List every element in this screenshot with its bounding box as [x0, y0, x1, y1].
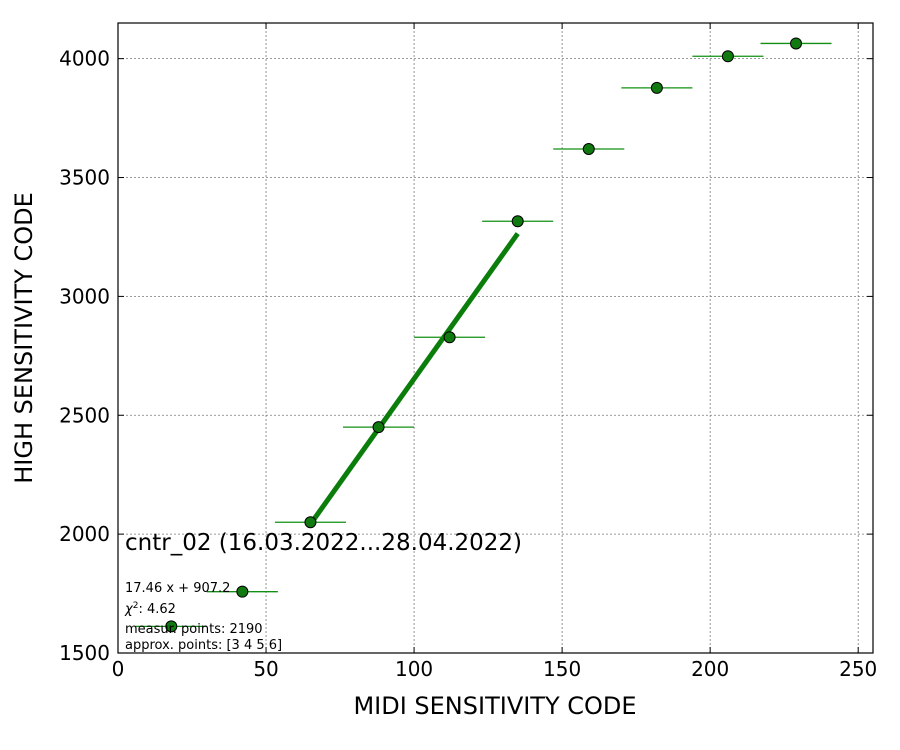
measure-points-text: measur. points: 2190 [125, 622, 263, 637]
chi2-symbol: χ [124, 602, 134, 617]
x-tick-label: 150 [543, 657, 581, 681]
x-tick-label: 250 [839, 657, 877, 681]
data-point [650, 81, 663, 94]
data-point [443, 331, 456, 344]
y-tick-label: 1500 [59, 641, 110, 665]
y-tick-labels: 1500 2000 2500 3000 3500 4000 [59, 47, 110, 665]
x-tick-label: 200 [691, 657, 729, 681]
plot-frame [117, 22, 874, 654]
chi2-value: : 4.62 [138, 602, 175, 617]
fit-line-group [308, 232, 520, 526]
x-tick-label: 50 [253, 657, 278, 681]
y-tick-label: 3000 [59, 284, 110, 308]
y-axis-title: HIGH SENSITIVITY CODE [10, 192, 38, 484]
data-points [165, 37, 803, 633]
chi2-text: χ2: 4.62 [124, 601, 176, 617]
data-point [721, 50, 734, 63]
x-tick-label: 0 [112, 657, 125, 681]
axis-ticks [117, 23, 873, 654]
x-axis-title: MIDI SENSITIVITY CODE [353, 692, 636, 720]
data-point [165, 620, 178, 633]
y-tick-label: 4000 [59, 47, 110, 71]
data-point [790, 37, 803, 50]
data-point [582, 143, 595, 155]
data-point [372, 421, 385, 434]
y-tick-label: 2500 [59, 403, 110, 427]
grid [117, 23, 873, 654]
fit-equation: 17.46 x + 907.2 [125, 581, 230, 596]
chi2-superscript: 2 [133, 601, 139, 611]
x-tick-labels: 0 50 100 150 200 250 [112, 657, 878, 681]
y-tick-label: 2000 [59, 522, 110, 546]
y-tick-label: 3500 [59, 166, 110, 190]
data-point [511, 215, 524, 228]
x-tick-label: 100 [395, 657, 433, 681]
data-point [236, 585, 249, 598]
fit-line [308, 232, 520, 526]
chart-title: cntr_02 (16.03.2022...28.04.2022) [125, 530, 522, 556]
data-point [304, 516, 317, 529]
approx-points-text: approx. points: [3 4 5 6] [125, 638, 282, 653]
